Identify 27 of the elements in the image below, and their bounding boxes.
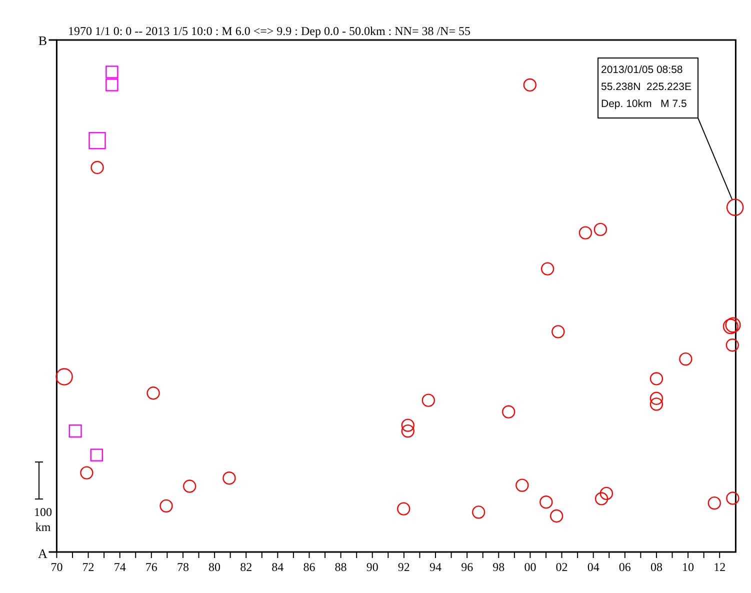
- x-tick-label: 70: [50, 560, 63, 574]
- x-tick-label: 76: [145, 560, 158, 574]
- annotation: 2013/01/05 08:58 55.238N 225.223E Dep. 10km M 7.5: [601, 64, 692, 110]
- x-tick-label: 96: [461, 560, 474, 574]
- x-tick-label: 78: [176, 560, 189, 574]
- text: 100 km: [34, 505, 52, 534]
- text: B: [38, 33, 48, 48]
- x-tick-label: 92: [398, 560, 410, 574]
- x-tick-label: 72: [82, 560, 94, 574]
- x-tick-label: 06: [618, 560, 631, 574]
- x-tick-label: 04: [587, 560, 600, 574]
- x-tick-label: 88: [334, 560, 347, 574]
- x-tick-label: 00: [524, 560, 536, 574]
- text: A: [38, 546, 48, 561]
- x-tick-label: 84: [272, 560, 284, 574]
- x-tick-label: 94: [430, 560, 442, 574]
- x-tick-label: 74: [114, 560, 126, 574]
- x-tick-label: 10: [682, 560, 694, 574]
- x-tick-label: 12: [714, 560, 726, 574]
- x-tick-label: 86: [303, 560, 316, 574]
- x-tick-label: 98: [492, 560, 505, 574]
- x-tick-label: 82: [240, 560, 252, 574]
- x-tick-label: 80: [208, 560, 221, 574]
- chart-title: 1970 1/1 0: 0 -- 2013 1/5 10:0 : M 6.0 <=> 9.9 : Dep 0.0 - 50.0km : NN= 38 /N= 55: [68, 24, 470, 38]
- x-tick-label: 08: [650, 560, 662, 574]
- x-tick-label: 02: [556, 560, 568, 574]
- x-tick-label: 90: [366, 560, 378, 574]
